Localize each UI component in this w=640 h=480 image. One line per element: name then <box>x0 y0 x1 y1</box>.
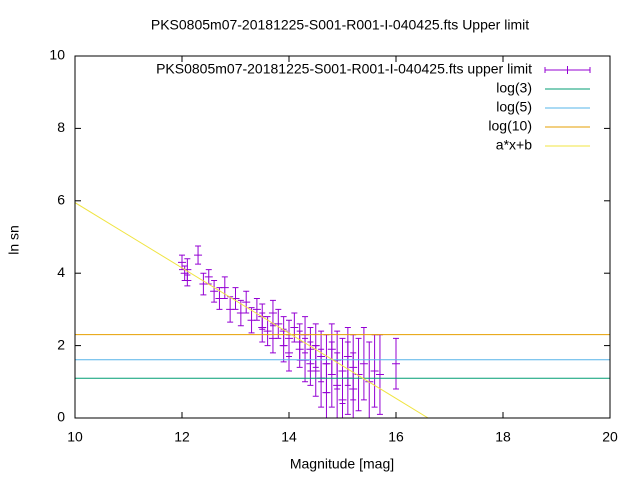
plot-area <box>75 202 610 418</box>
legend-swatch <box>544 66 591 74</box>
error-point <box>279 316 288 347</box>
error-point <box>359 327 368 401</box>
legend-label: log(10) <box>488 118 532 134</box>
x-tick-label: 12 <box>174 429 190 445</box>
error-point <box>263 316 272 347</box>
error-point <box>322 363 331 418</box>
error-point <box>204 269 213 285</box>
error-point <box>178 254 186 271</box>
error-point <box>370 334 379 408</box>
x-tick-label: 20 <box>602 429 618 445</box>
error-point <box>194 245 203 265</box>
x-tick-label: 18 <box>495 429 511 445</box>
error-point <box>231 287 240 310</box>
error-point <box>215 287 224 310</box>
legend-label: PKS0805m07-20181225-S001-R001-I-040425.f… <box>156 61 532 77</box>
error-point <box>290 312 299 343</box>
error-point <box>199 272 208 296</box>
plot-border <box>74 55 611 419</box>
y-tick-label: 2 <box>57 336 65 352</box>
y-axis-label: ln sn <box>6 225 22 255</box>
x-tick-label: 16 <box>388 429 404 445</box>
error-point <box>392 337 400 390</box>
y-tick-label: 10 <box>49 47 65 63</box>
error-point <box>183 258 192 281</box>
chart-title: PKS0805m07-20181225-S001-R001-I-040425.f… <box>151 17 529 33</box>
error-point <box>354 337 363 412</box>
error-point <box>311 323 320 368</box>
error-point <box>220 276 229 300</box>
error-point <box>375 334 384 415</box>
x-axis-label: Magnitude [mag] <box>290 456 394 472</box>
error-point <box>274 308 283 339</box>
error-point <box>311 345 320 397</box>
legend-label: a*x+b <box>496 137 532 153</box>
legend-label: log(5) <box>496 99 532 115</box>
error-point <box>258 312 267 343</box>
x-tick-label: 10 <box>67 429 83 445</box>
error-point <box>226 296 235 323</box>
legend-label: log(3) <box>496 80 532 96</box>
x-tick-label: 14 <box>281 429 297 445</box>
error-point <box>343 327 352 386</box>
error-point <box>285 334 293 372</box>
error-point <box>306 327 315 372</box>
y-tick-label: 6 <box>57 192 65 208</box>
y-tick-label: 4 <box>57 264 65 280</box>
error-point <box>252 298 261 321</box>
error-point <box>268 323 277 354</box>
series-line <box>75 202 429 418</box>
error-point <box>295 323 304 361</box>
error-point <box>242 290 251 314</box>
y-tick-label: 0 <box>57 409 65 425</box>
error-point <box>338 370 347 418</box>
y-tick-label: 8 <box>57 119 65 135</box>
error-point <box>210 279 219 303</box>
error-point <box>247 307 256 334</box>
error-point <box>327 341 336 408</box>
error-point <box>236 299 245 327</box>
error-point <box>349 334 358 401</box>
